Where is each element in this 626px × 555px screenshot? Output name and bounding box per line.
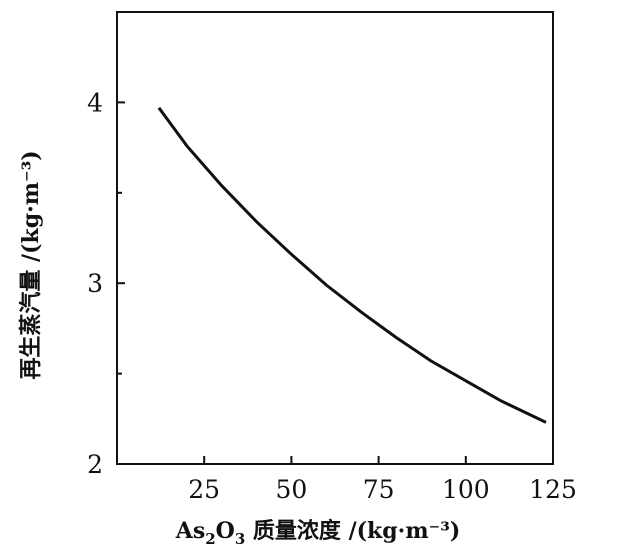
y-tick-label: 3: [87, 269, 103, 298]
y-tick-label: 2: [87, 450, 103, 479]
x-tick-label: 75: [363, 475, 395, 504]
plot-frame: [116, 11, 554, 465]
y-tick-label: 4: [87, 88, 103, 117]
x-axis: 25 50 75 100 125: [188, 456, 577, 504]
series-line: [157, 106, 547, 424]
x-tick-label: 125: [529, 475, 577, 504]
y-axis: 2 3 4: [87, 88, 125, 479]
x-tick-label: 25: [188, 475, 220, 504]
x-tick-label: 100: [442, 475, 490, 504]
x-axis-label: As2O3 质量浓度 /(kg·m⁻³): [175, 518, 461, 548]
x-tick-label: 50: [275, 475, 307, 504]
y-axis-label: 再生蒸汽量 /(kg·m⁻³): [18, 150, 44, 379]
